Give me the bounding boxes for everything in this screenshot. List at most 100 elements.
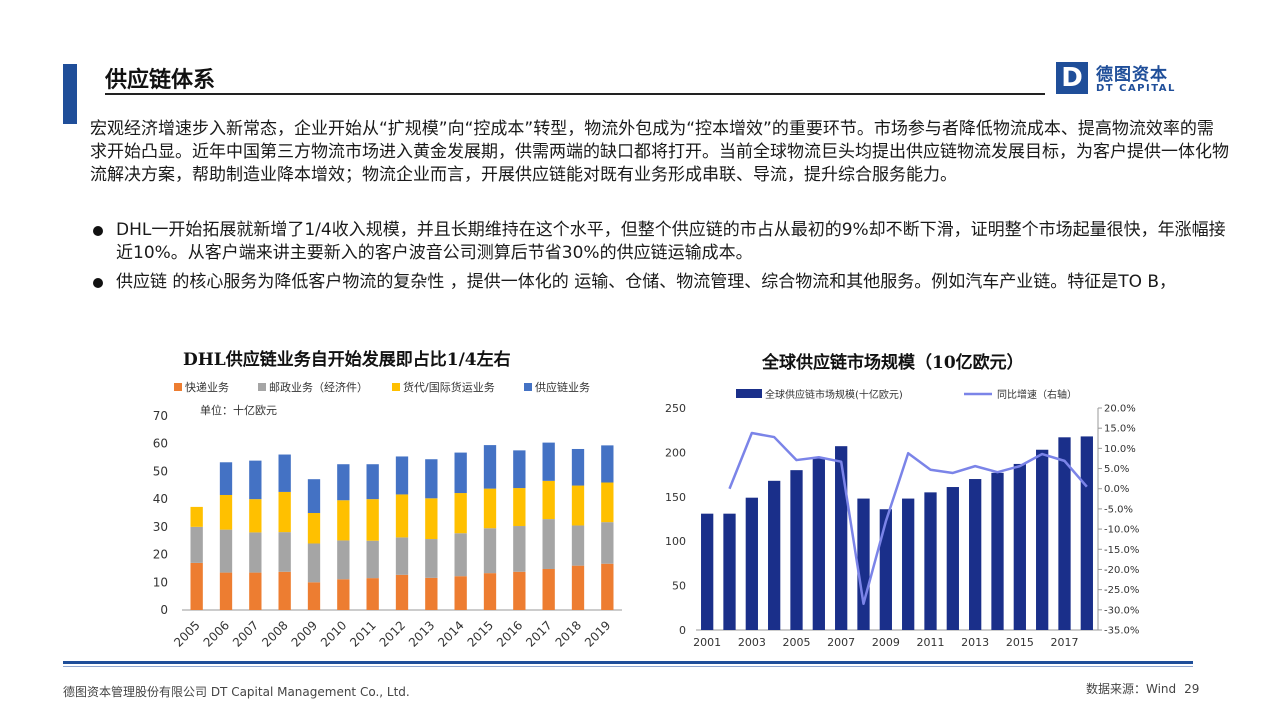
bullet-item: DHL一开始拓展就新增了1/4收入规模，并且长期维持在这个水平，但整个供应链的市… bbox=[90, 219, 1230, 265]
chart1-title: DHL供应链业务自开始发展即占比1/4左右 bbox=[183, 350, 511, 370]
bar-segment bbox=[483, 528, 497, 574]
bar-segment bbox=[454, 493, 467, 534]
bar bbox=[857, 498, 870, 630]
legend-swatch bbox=[736, 389, 762, 398]
bullet-dot-icon bbox=[93, 226, 103, 236]
bar bbox=[1080, 436, 1093, 630]
bar-segment bbox=[219, 572, 233, 610]
bar-segment bbox=[425, 539, 438, 578]
bar-segment bbox=[454, 576, 467, 610]
y-right-tick-label: -10.0% bbox=[1104, 525, 1139, 536]
y-right-tick-label: 10.0% bbox=[1104, 444, 1136, 455]
legend-swatch bbox=[392, 383, 400, 391]
bar-segment bbox=[425, 498, 438, 540]
bar-segment bbox=[219, 462, 233, 495]
y-left-tick-label: 100 bbox=[665, 535, 686, 548]
bar-segment bbox=[571, 448, 585, 486]
legend-swatch bbox=[258, 383, 266, 391]
bar-segment bbox=[542, 480, 555, 520]
bar-segment bbox=[395, 574, 409, 610]
bar bbox=[812, 457, 825, 630]
bar-segment bbox=[395, 537, 409, 575]
x-tick-label: 2007 bbox=[230, 618, 261, 649]
y-tick-label: 30 bbox=[153, 520, 168, 534]
logo-english-name: DT CAPITAL bbox=[1096, 83, 1176, 94]
logo-chinese-name: 德图资本 bbox=[1096, 65, 1168, 85]
bar-segment bbox=[601, 522, 614, 564]
growth-rate-line bbox=[728, 431, 1088, 606]
y-tick-label: 10 bbox=[153, 575, 168, 589]
intro-paragraph: 宏观经济增速步入新常态，企业开始从“扩规模”向“控成本”转型，物流外包成为“控本… bbox=[90, 119, 1229, 185]
bar-segment bbox=[337, 540, 350, 580]
bar-segment bbox=[190, 562, 203, 610]
footer-source: 数据来源：Wind 29 bbox=[1086, 680, 1199, 697]
x-tick-label: 2017 bbox=[1051, 636, 1079, 649]
x-tick-label: 2011 bbox=[917, 636, 945, 649]
bar-segment bbox=[366, 499, 379, 541]
bar-segment bbox=[249, 532, 262, 573]
bar-segment bbox=[249, 572, 262, 610]
y-right-tick-label: 20.0% bbox=[1104, 404, 1136, 415]
bar-segment bbox=[249, 499, 262, 533]
bar-segment bbox=[513, 571, 526, 610]
bar-segment bbox=[366, 540, 379, 579]
bar-segment bbox=[337, 579, 350, 610]
y-tick-label: 50 bbox=[153, 464, 168, 478]
data-source: 数据来源：Wind bbox=[1086, 682, 1177, 696]
bar-segment bbox=[425, 459, 438, 499]
y-left-tick-label: 250 bbox=[665, 402, 686, 415]
bar bbox=[902, 498, 915, 630]
x-tick-label: 2005 bbox=[783, 636, 811, 649]
x-tick-label: 2006 bbox=[201, 618, 232, 649]
y-right-tick-label: -5.0% bbox=[1104, 504, 1133, 515]
company-logo: D 德图资本 DT CAPITAL bbox=[1056, 62, 1196, 96]
bar-segment bbox=[219, 494, 233, 530]
bar-segment bbox=[571, 565, 585, 610]
legend-label: 邮政业务（经济件） bbox=[269, 380, 368, 394]
bar bbox=[946, 487, 959, 630]
y-right-tick-label: -15.0% bbox=[1104, 545, 1139, 556]
x-tick-label: 2009 bbox=[872, 636, 900, 649]
supply-chain-market-chart: 全球供应链市场规模(十亿欧元) 同比增速（右轴） 0 50 100 150 200 250 20… bbox=[665, 388, 1139, 649]
bar-segment bbox=[483, 445, 497, 489]
bar-segment bbox=[601, 563, 614, 610]
title-accent-bar bbox=[63, 64, 77, 124]
bar-segment bbox=[307, 479, 321, 513]
bullet-text: DHL一开始拓展就新增了1/4收入规模，并且长期维持在这个水平，但整个供应链的市… bbox=[116, 220, 1226, 263]
bar-segment bbox=[278, 532, 291, 572]
bar-segment bbox=[190, 526, 203, 563]
x-tick-label: 2019 bbox=[582, 618, 613, 649]
chart2-title: 全球供应链市场规模（10亿欧元） bbox=[762, 353, 1024, 373]
bar-segment bbox=[542, 519, 555, 569]
bar-segment bbox=[219, 529, 233, 573]
x-tick-label: 2009 bbox=[289, 618, 320, 649]
bar-segment bbox=[307, 543, 321, 583]
bar-segment bbox=[278, 454, 291, 492]
bar-segment bbox=[513, 488, 526, 527]
legend-swatch bbox=[524, 383, 532, 391]
bullet-text: 供应链 的核心服务为降低客户物流的复杂性 ，提供一体化的 运输、仓储、物流管理、… bbox=[116, 272, 1177, 292]
y-left-tick-label: 200 bbox=[665, 446, 686, 459]
bar-segment bbox=[542, 568, 555, 610]
bar bbox=[723, 513, 736, 630]
bar-segment bbox=[601, 445, 614, 483]
bar bbox=[991, 472, 1004, 630]
bar-segment bbox=[307, 513, 321, 544]
bar-segment bbox=[395, 456, 409, 495]
x-tick-label: 2011 bbox=[347, 618, 378, 649]
title-underline bbox=[105, 93, 1045, 95]
y-tick-label: 70 bbox=[153, 409, 168, 423]
bar-segment bbox=[483, 573, 497, 610]
y-right-tick-label: -35.0% bbox=[1104, 626, 1139, 637]
bar-segment bbox=[425, 577, 438, 610]
bar-segment bbox=[307, 582, 321, 610]
bar-segment bbox=[454, 452, 467, 494]
bar bbox=[969, 479, 982, 630]
bar-segment bbox=[513, 450, 526, 489]
x-tick-label: 2012 bbox=[377, 618, 408, 649]
legend-label: 货代/国际货运业务 bbox=[403, 380, 495, 394]
x-tick-label: 2007 bbox=[827, 636, 855, 649]
y-left-tick-label: 150 bbox=[665, 491, 686, 504]
bar bbox=[1058, 437, 1071, 630]
